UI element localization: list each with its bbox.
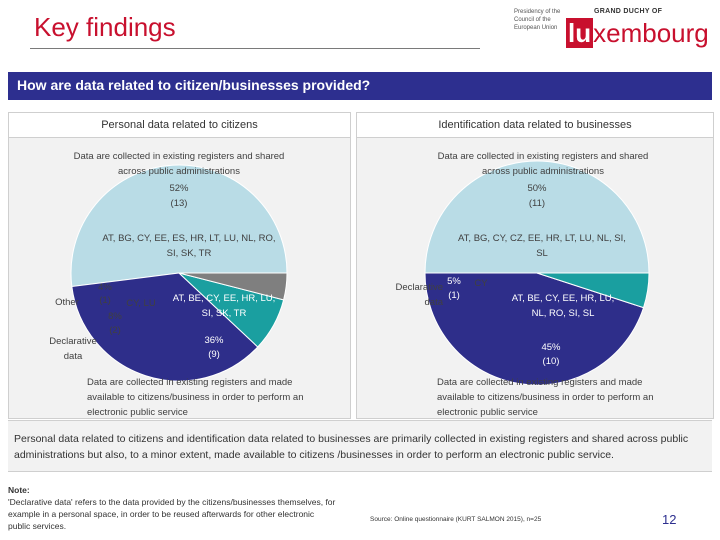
citizens-pie-chart	[70, 164, 288, 382]
citizens-pie-slice-0	[70, 164, 288, 288]
title-divider	[30, 48, 480, 49]
businesses-pie-chart	[424, 160, 650, 386]
citizens-declarative-pct: 8%	[108, 311, 122, 322]
businesses-chart-panel: Identification data related to businesse…	[356, 112, 714, 419]
presidency-text: Presidency of the Council of the Europea…	[514, 9, 561, 31]
wordmark-rest: xembourg	[593, 18, 709, 48]
citizens-chart-panel: Personal data related to citizens Data a…	[8, 112, 351, 419]
businesses-available-label: Data are collected in existing registers…	[437, 377, 654, 418]
businesses-registers-label: Data are collected in existing registers…	[437, 151, 649, 177]
businesses-pie-slice-2	[536, 272, 650, 309]
businesses-chart-title: Identification data related to businesse…	[357, 113, 713, 138]
citizens-other-label: Other	[55, 297, 79, 308]
note-heading: Note:	[8, 485, 30, 495]
note-block: Note: 'Declarative data' refers to the d…	[8, 484, 338, 532]
citizens-available-countries: AT, BE, CY, EE, HR, LU, SI, SK, TR	[172, 293, 276, 319]
citizens-pie-slice-1	[71, 272, 259, 382]
luxembourg-wordmark: luxembourg	[566, 18, 709, 48]
businesses-available-count: (10)	[542, 356, 560, 367]
source-citation: Source: Online questionnaire (KURT SALMO…	[370, 516, 542, 523]
question-banner: How are data related to citizen/business…	[8, 72, 712, 100]
businesses-declarative-countries: CY	[474, 278, 488, 289]
page-number: 12	[662, 512, 677, 527]
businesses-registers-count: (11)	[528, 198, 546, 209]
summary-box: Personal data related to citizens and id…	[8, 420, 712, 472]
citizens-available-label: Data are collected in existing registers…	[87, 377, 304, 418]
wordmark-prefix: lu	[566, 18, 594, 48]
summary-text: Personal data related to citizens and id…	[14, 433, 689, 461]
citizens-other-count: (1)	[99, 295, 111, 306]
citizens-available-pct: 36%	[204, 335, 224, 346]
citizens-declarative-count: (2)	[109, 325, 121, 336]
citizens-registers-count: (13)	[170, 198, 188, 209]
citizens-available-count: (9)	[208, 349, 220, 360]
note-text: 'Declarative data' refers to the data pr…	[8, 497, 336, 531]
citizens-registers-pct: 52%	[169, 183, 189, 194]
citizens-declarative-countries: CY, LU	[126, 298, 156, 309]
businesses-pie-slice-1	[424, 272, 645, 386]
presidency-logo: Presidency of the Council of the Europea…	[510, 6, 710, 56]
businesses-declarative-label: Declarative data	[395, 282, 443, 308]
citizens-registers-countries: AT, BG, CY, EE, ES, HR, LT, LU, NL, RO, …	[102, 233, 276, 259]
citizens-pie-slice-3	[178, 272, 288, 301]
citizens-registers-label: Data are collected in existing registers…	[73, 151, 285, 177]
businesses-declarative-pct: 5%	[447, 276, 461, 287]
page-title: Key findings	[34, 12, 176, 42]
businesses-pie-slice-0	[424, 160, 650, 274]
grand-duchy-text: GRAND DUCHY OF	[594, 8, 663, 15]
citizens-chart-title: Personal data related to citizens	[9, 113, 350, 138]
businesses-registers-countries: AT, BG, CY, CZ, EE, HR, LT, LU, NL, SI, …	[458, 233, 626, 259]
businesses-registers-pct: 50%	[527, 183, 547, 194]
businesses-declarative-count: (1)	[448, 290, 460, 301]
businesses-available-countries: AT, BE, CY, EE, HR, LU, NL, RO, SI, SL	[511, 293, 615, 319]
question-text: How are data related to citizen/business…	[17, 77, 371, 93]
citizens-declarative-label: Declarative data	[49, 336, 97, 362]
citizens-other-pct: 4%	[98, 282, 112, 293]
businesses-available-pct: 45%	[541, 342, 561, 353]
